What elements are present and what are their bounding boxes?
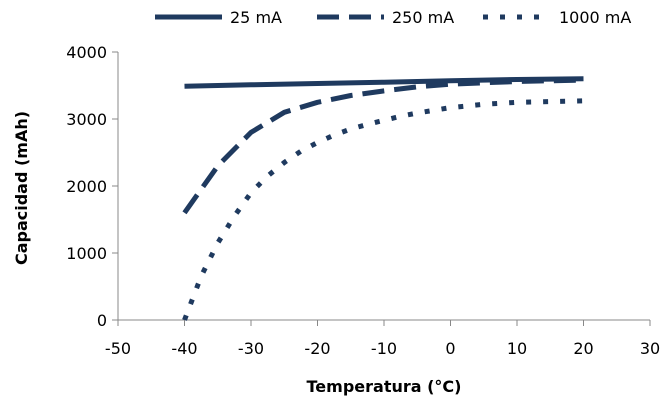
x-axis-title: Temperatura (°C) [307,377,462,396]
x-tick-label: -40 [171,339,197,358]
series-lines [182,76,584,321]
x-tick-label: 0 [445,339,455,358]
tick-labels: 0 1000 2000 3000 4000 -50 -40 -30 -20 -10 0 10 20 30 [66,43,660,358]
y-axis-title: Capacidad (mAh) [12,111,31,265]
y-tick-label: 1000 [66,244,107,263]
legend-label: 1000 mA [559,8,631,27]
x-tick-label: -20 [304,339,330,358]
y-tick-label: 0 [97,311,107,330]
x-tick-label: -30 [238,339,264,358]
x-tick-label: -10 [371,339,397,358]
legend-label: 25 mA [230,8,282,27]
legend-label: 250 mA [392,8,454,27]
y-tick-label: 4000 [66,43,107,62]
y-tick-label: 3000 [66,110,107,129]
series-line-25-ma [184,76,584,89]
series-line-1000-ma [182,98,584,321]
legend: 25 mA 250 mA 1000 mA [155,8,631,27]
y-tick-label: 2000 [66,177,107,196]
x-tick-label: -50 [105,339,131,358]
series-line-250-ma [182,77,584,215]
x-tick-label: 10 [507,339,527,358]
axes [112,51,651,326]
x-tick-label: 20 [573,339,593,358]
x-tick-label: 30 [640,339,660,358]
